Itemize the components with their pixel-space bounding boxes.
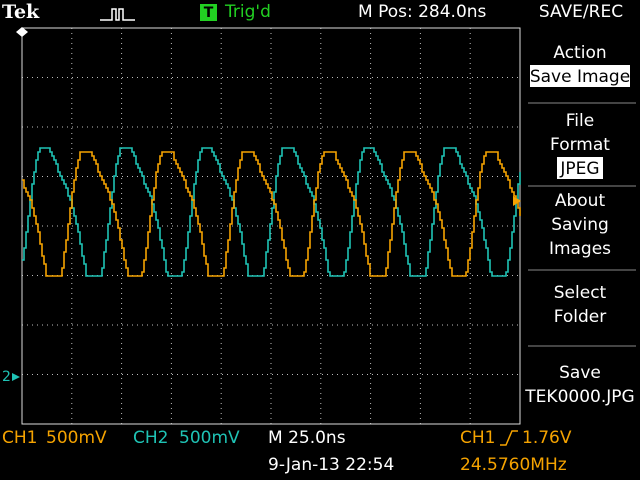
- ch2-marker: 2: [2, 369, 11, 385]
- horizontal-position: M Pos: 284.0ns: [358, 2, 487, 22]
- trigger-icon: [100, 8, 135, 21]
- trigger-position-marker: [16, 27, 28, 37]
- trigger-badge: T: [204, 5, 214, 21]
- menu-label[interactable]: Folder: [554, 307, 607, 327]
- ch2-scale: 500mV: [179, 428, 240, 448]
- menu-label[interactable]: About: [555, 191, 606, 211]
- trigger-level-marker: [513, 196, 521, 206]
- graticule-border: [21, 27, 521, 425]
- waveform-trace: [22, 147, 521, 277]
- menu-label[interactable]: TEK0000.JPG: [524, 387, 634, 407]
- waveform-trace: [22, 151, 521, 277]
- menu-label[interactable]: Select: [554, 283, 607, 303]
- timebase: M 25.0ns: [268, 428, 346, 448]
- menu-label[interactable]: Images: [549, 239, 611, 259]
- trigger-slope-icon: [500, 430, 518, 446]
- trigger-source: CH1: [460, 428, 495, 448]
- menu-selected-box: [557, 157, 603, 179]
- menu-label: File: [566, 111, 594, 131]
- trigger-badge-box: [200, 4, 217, 21]
- frequency: 24.5760MHz: [460, 455, 567, 475]
- graticule: [21, 27, 521, 425]
- menu-label: Action: [553, 43, 606, 63]
- ch1-scale: 500mV: [46, 428, 107, 448]
- waveforms: [22, 147, 521, 277]
- date-time: 9-Jan-13 22:54: [268, 455, 394, 475]
- menu-title: SAVE/REC: [539, 2, 623, 22]
- menu-label: Format: [550, 135, 610, 155]
- menu-selected-box: [530, 65, 630, 87]
- menu-selected[interactable]: JPEG: [559, 159, 599, 179]
- menu-selected[interactable]: Save Image: [530, 67, 630, 87]
- ch1-name: CH1: [2, 428, 37, 448]
- trigger-status: Trig'd: [224, 2, 271, 22]
- ch2-name: CH2: [133, 428, 168, 448]
- menu-label[interactable]: Saving: [551, 215, 609, 235]
- trigger-level: 1.76V: [522, 428, 572, 448]
- ch2-marker-arrow: [12, 373, 20, 381]
- menu-label[interactable]: Save: [559, 363, 601, 383]
- brand: Tek: [2, 1, 40, 23]
